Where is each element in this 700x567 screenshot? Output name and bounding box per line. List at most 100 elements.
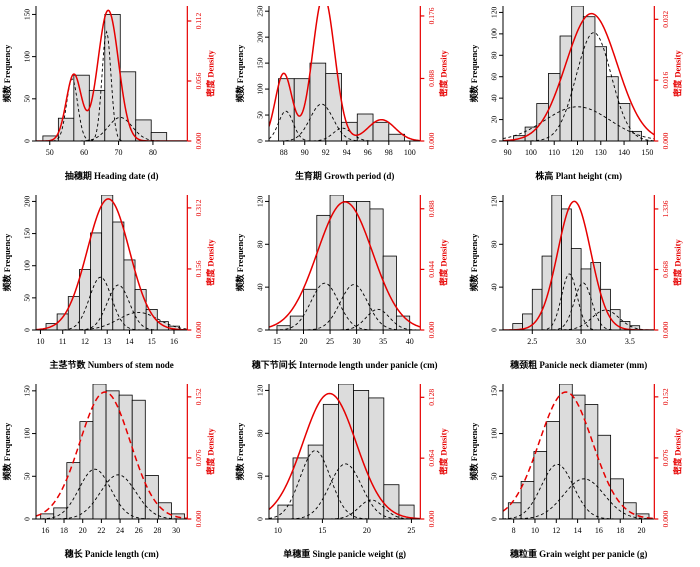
left-axis-title: 频数 Frequency: [235, 44, 245, 102]
subplot-single-panicle-weight: 0 40 80 120 频数 Frequency 10 15 20 25 单穗重 Single p…: [235, 384, 449, 559]
histogram-bar: [541, 255, 552, 330]
right-axis: 0.000 0.064 0.128 密度 Density: [420, 384, 449, 527]
x-tick-label: 11: [59, 337, 67, 346]
mixture-component-curves: [502, 463, 654, 519]
left-tick-label: 80: [256, 429, 265, 437]
left-tick-label: 50: [256, 111, 265, 119]
x-axis-title: 株高 Plant height (cm): [535, 170, 622, 181]
histogram-bar: [135, 119, 152, 141]
x-tick-label: 94: [343, 148, 351, 157]
histogram-bar: [357, 113, 374, 141]
left-tick-label: 40: [489, 94, 498, 102]
component-curve: [35, 474, 188, 519]
histogram-bar: [66, 462, 81, 519]
histogram-bar: [112, 221, 125, 330]
histogram-bar: [584, 404, 598, 519]
left-tick-label: 100: [256, 83, 265, 94]
left-tick-label: 0: [256, 139, 265, 143]
x-tick-label: 70: [115, 148, 123, 157]
left-tick-label: 40: [489, 283, 498, 291]
right-axis-title: 密度 Density: [672, 50, 682, 98]
histogram-bar: [134, 289, 147, 330]
x-tick-label: 10: [531, 526, 539, 535]
mixture-component-curves: [502, 32, 654, 141]
left-axis-title: 频数 Frequency: [469, 44, 479, 102]
right-axis-title: 密度 Density: [205, 428, 215, 476]
histogram-bar: [150, 132, 168, 141]
histogram-bars: [276, 195, 411, 330]
component-curve: [502, 478, 654, 519]
histogram-bar: [533, 451, 547, 519]
right-tick-label: 0.112: [194, 12, 203, 29]
right-axis: 0.000 0.088 0.176 密度 Density: [420, 6, 449, 149]
left-tick-label: 40: [256, 472, 265, 480]
histogram-bar: [325, 73, 343, 141]
x-axis-title: 穗颈粗 Panicle neck diameter (mm): [510, 359, 647, 370]
right-axis-title: 密度 Density: [439, 50, 449, 98]
x-axis-title: 穗下节间长 Internode length under panicle (cm…: [252, 359, 438, 370]
x-tick-label: 2.5: [527, 337, 537, 346]
x-tick-label: 40: [406, 337, 414, 346]
histogram-bar: [507, 502, 522, 519]
histogram-bar: [67, 296, 80, 330]
histogram-bar: [290, 315, 305, 330]
right-tick-label: 0.076: [194, 449, 203, 466]
histogram-bar: [372, 121, 390, 141]
density-curve: [35, 198, 188, 330]
x-tick-label: 24: [116, 526, 124, 535]
left-axis-title: 频数 Frequency: [235, 233, 245, 291]
x-axis-title: 抽穗期 Heading date (d): [65, 170, 159, 181]
histogram-bar: [309, 62, 327, 141]
density-curve: [35, 9, 188, 141]
histogram-bar: [622, 502, 637, 519]
x-axis-title: 生育期 Growth period (d): [295, 170, 394, 181]
x-tick-label: 90: [503, 148, 511, 157]
left-tick-label: 150: [489, 385, 498, 396]
x-tick-label: 12: [81, 337, 89, 346]
histogram-bar: [292, 457, 309, 519]
right-tick-label: 0.000: [194, 510, 203, 527]
component-curve: [269, 103, 421, 141]
left-tick-label: 40: [256, 283, 265, 291]
right-axis: 0.000 0.076 0.152 密度 Density: [653, 384, 682, 527]
left-tick-label: 0: [23, 517, 32, 521]
histogram-bar: [536, 103, 549, 141]
density-curve: [269, 392, 421, 519]
histogram-bar: [558, 384, 573, 519]
left-tick-label: 200: [23, 196, 32, 207]
x-axis-title: 单穗重 Single panicle weight (g): [284, 548, 407, 559]
left-axis-title: 频数 Frequency: [2, 44, 12, 102]
left-tick-label: 200: [256, 31, 265, 42]
histogram-bar: [369, 208, 384, 330]
histogram-bar: [594, 46, 607, 141]
right-tick-label: 0.088: [427, 200, 436, 217]
x-tick-label: 130: [594, 148, 606, 157]
left-tick-label: 120: [489, 196, 498, 207]
histogram-bar: [388, 133, 406, 141]
histogram-bar: [520, 481, 534, 519]
histogram-bar: [609, 309, 621, 330]
component-curve: [269, 284, 421, 330]
histogram-bar: [57, 117, 75, 141]
left-tick-label: 150: [23, 9, 32, 20]
right-tick-label: 0.000: [661, 132, 670, 149]
left-axis: 0 50 100 150 200 250 频数 Frequency: [235, 5, 270, 143]
histogram-bar: [157, 502, 172, 519]
x-tick-label: 120: [571, 148, 583, 157]
histogram-bar: [343, 201, 358, 330]
x-tick-label: 15: [319, 526, 327, 535]
histogram-bar: [323, 403, 340, 519]
left-axis: 0 40 80 120 频数 Frequency: [235, 195, 270, 332]
x-tick-label: 60: [80, 148, 88, 157]
right-tick-label: 0.000: [427, 132, 436, 149]
left-tick-label: 150: [23, 385, 32, 396]
left-tick-label: 100: [23, 51, 32, 62]
x-tick-label: 110: [548, 148, 560, 157]
left-tick-label: 80: [489, 51, 498, 59]
left-tick-label: 100: [489, 28, 498, 39]
histogram-bar: [617, 103, 630, 141]
histogram-bar: [131, 399, 146, 519]
density-curve: [502, 200, 654, 330]
histogram-bar: [570, 6, 584, 141]
